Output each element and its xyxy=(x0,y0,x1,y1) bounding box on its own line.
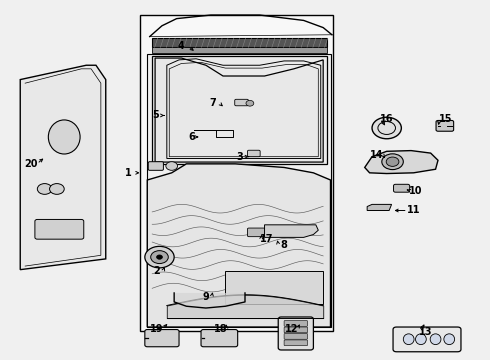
Ellipse shape xyxy=(430,334,441,345)
FancyBboxPatch shape xyxy=(284,333,308,339)
Text: 6: 6 xyxy=(188,132,195,142)
Text: 11: 11 xyxy=(407,206,420,216)
Text: 1: 1 xyxy=(125,168,132,178)
Text: 12: 12 xyxy=(285,324,298,334)
FancyBboxPatch shape xyxy=(436,121,454,131)
Text: 10: 10 xyxy=(409,186,423,196)
Circle shape xyxy=(145,246,174,268)
FancyBboxPatch shape xyxy=(284,327,308,333)
FancyBboxPatch shape xyxy=(393,327,461,352)
FancyBboxPatch shape xyxy=(201,329,238,347)
FancyBboxPatch shape xyxy=(35,220,84,239)
Circle shape xyxy=(157,255,162,259)
FancyBboxPatch shape xyxy=(235,99,248,106)
Text: 13: 13 xyxy=(419,327,433,337)
Text: 8: 8 xyxy=(281,239,288,249)
Polygon shape xyxy=(367,204,392,211)
FancyBboxPatch shape xyxy=(284,320,308,326)
Circle shape xyxy=(386,157,399,166)
FancyBboxPatch shape xyxy=(284,340,308,346)
Circle shape xyxy=(151,251,168,264)
Ellipse shape xyxy=(403,334,414,345)
Circle shape xyxy=(372,117,401,139)
FancyBboxPatch shape xyxy=(247,150,260,157)
Circle shape xyxy=(37,184,52,194)
Polygon shape xyxy=(147,54,331,327)
Text: 2: 2 xyxy=(154,266,160,276)
Text: 5: 5 xyxy=(152,111,159,121)
Text: 18: 18 xyxy=(214,324,227,334)
Circle shape xyxy=(382,154,403,170)
FancyBboxPatch shape xyxy=(278,317,314,350)
Polygon shape xyxy=(147,164,331,327)
Text: 15: 15 xyxy=(439,114,452,124)
Text: 19: 19 xyxy=(150,324,164,334)
Text: 3: 3 xyxy=(237,152,244,162)
Polygon shape xyxy=(152,56,327,164)
FancyBboxPatch shape xyxy=(148,162,163,170)
Polygon shape xyxy=(225,271,323,304)
Ellipse shape xyxy=(49,120,80,154)
Text: 14: 14 xyxy=(370,150,384,160)
Polygon shape xyxy=(20,65,106,270)
Polygon shape xyxy=(152,39,327,47)
Polygon shape xyxy=(155,58,323,162)
Text: 16: 16 xyxy=(380,114,393,124)
FancyBboxPatch shape xyxy=(145,329,179,347)
Text: 9: 9 xyxy=(202,292,209,302)
Polygon shape xyxy=(265,225,318,237)
Text: 17: 17 xyxy=(260,234,274,244)
Circle shape xyxy=(166,162,177,170)
Bar xyxy=(140,15,333,330)
FancyBboxPatch shape xyxy=(393,184,410,192)
Text: 7: 7 xyxy=(210,98,217,108)
Ellipse shape xyxy=(416,334,426,345)
FancyBboxPatch shape xyxy=(247,228,265,237)
Ellipse shape xyxy=(444,334,455,345)
Circle shape xyxy=(246,100,254,106)
Text: 4: 4 xyxy=(178,41,185,50)
Circle shape xyxy=(49,184,64,194)
Polygon shape xyxy=(152,47,327,53)
Text: 20: 20 xyxy=(24,159,38,169)
Polygon shape xyxy=(365,150,438,174)
